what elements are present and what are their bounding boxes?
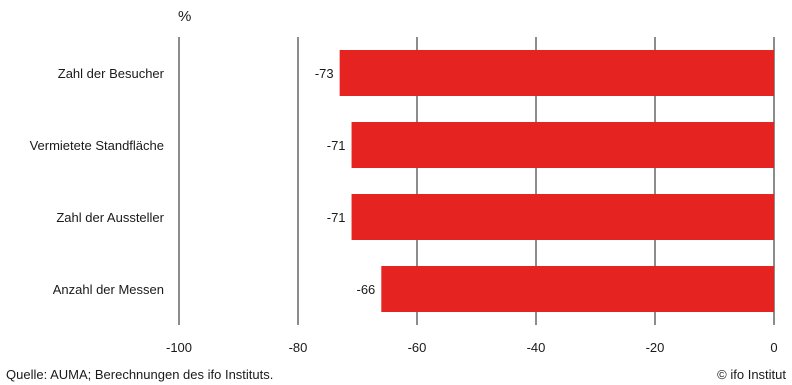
x-tick-label: 0: [770, 340, 777, 355]
category-label: Vermietete Standfläche: [30, 138, 164, 153]
data-label: -73: [315, 66, 334, 81]
category-label: Zahl der Besucher: [58, 66, 165, 81]
x-tick-label: -100: [166, 340, 192, 355]
category-label: Zahl der Aussteller: [56, 210, 164, 225]
source-note: Quelle: AUMA; Berechnungen des ifo Insti…: [6, 367, 274, 382]
category-label: Anzahl der Messen: [53, 282, 164, 297]
data-label: -71: [327, 138, 346, 153]
data-label: -71: [327, 210, 346, 225]
x-tick-label: -60: [408, 340, 427, 355]
data-label: -66: [357, 282, 376, 297]
bar: [351, 194, 774, 240]
bar-chart: -100 -80 -60 -40 -20 0 Zahl der Besucher -73 Ver…: [30, 37, 778, 355]
x-tick-label: -80: [289, 340, 308, 355]
bar: [351, 122, 774, 168]
bar: [339, 50, 774, 96]
x-tick-label: -40: [527, 340, 546, 355]
x-tick-label: -20: [646, 340, 665, 355]
copyright-note: © ifo Institut: [717, 367, 786, 382]
unit-label: %: [178, 8, 192, 25]
bar: [381, 266, 774, 312]
